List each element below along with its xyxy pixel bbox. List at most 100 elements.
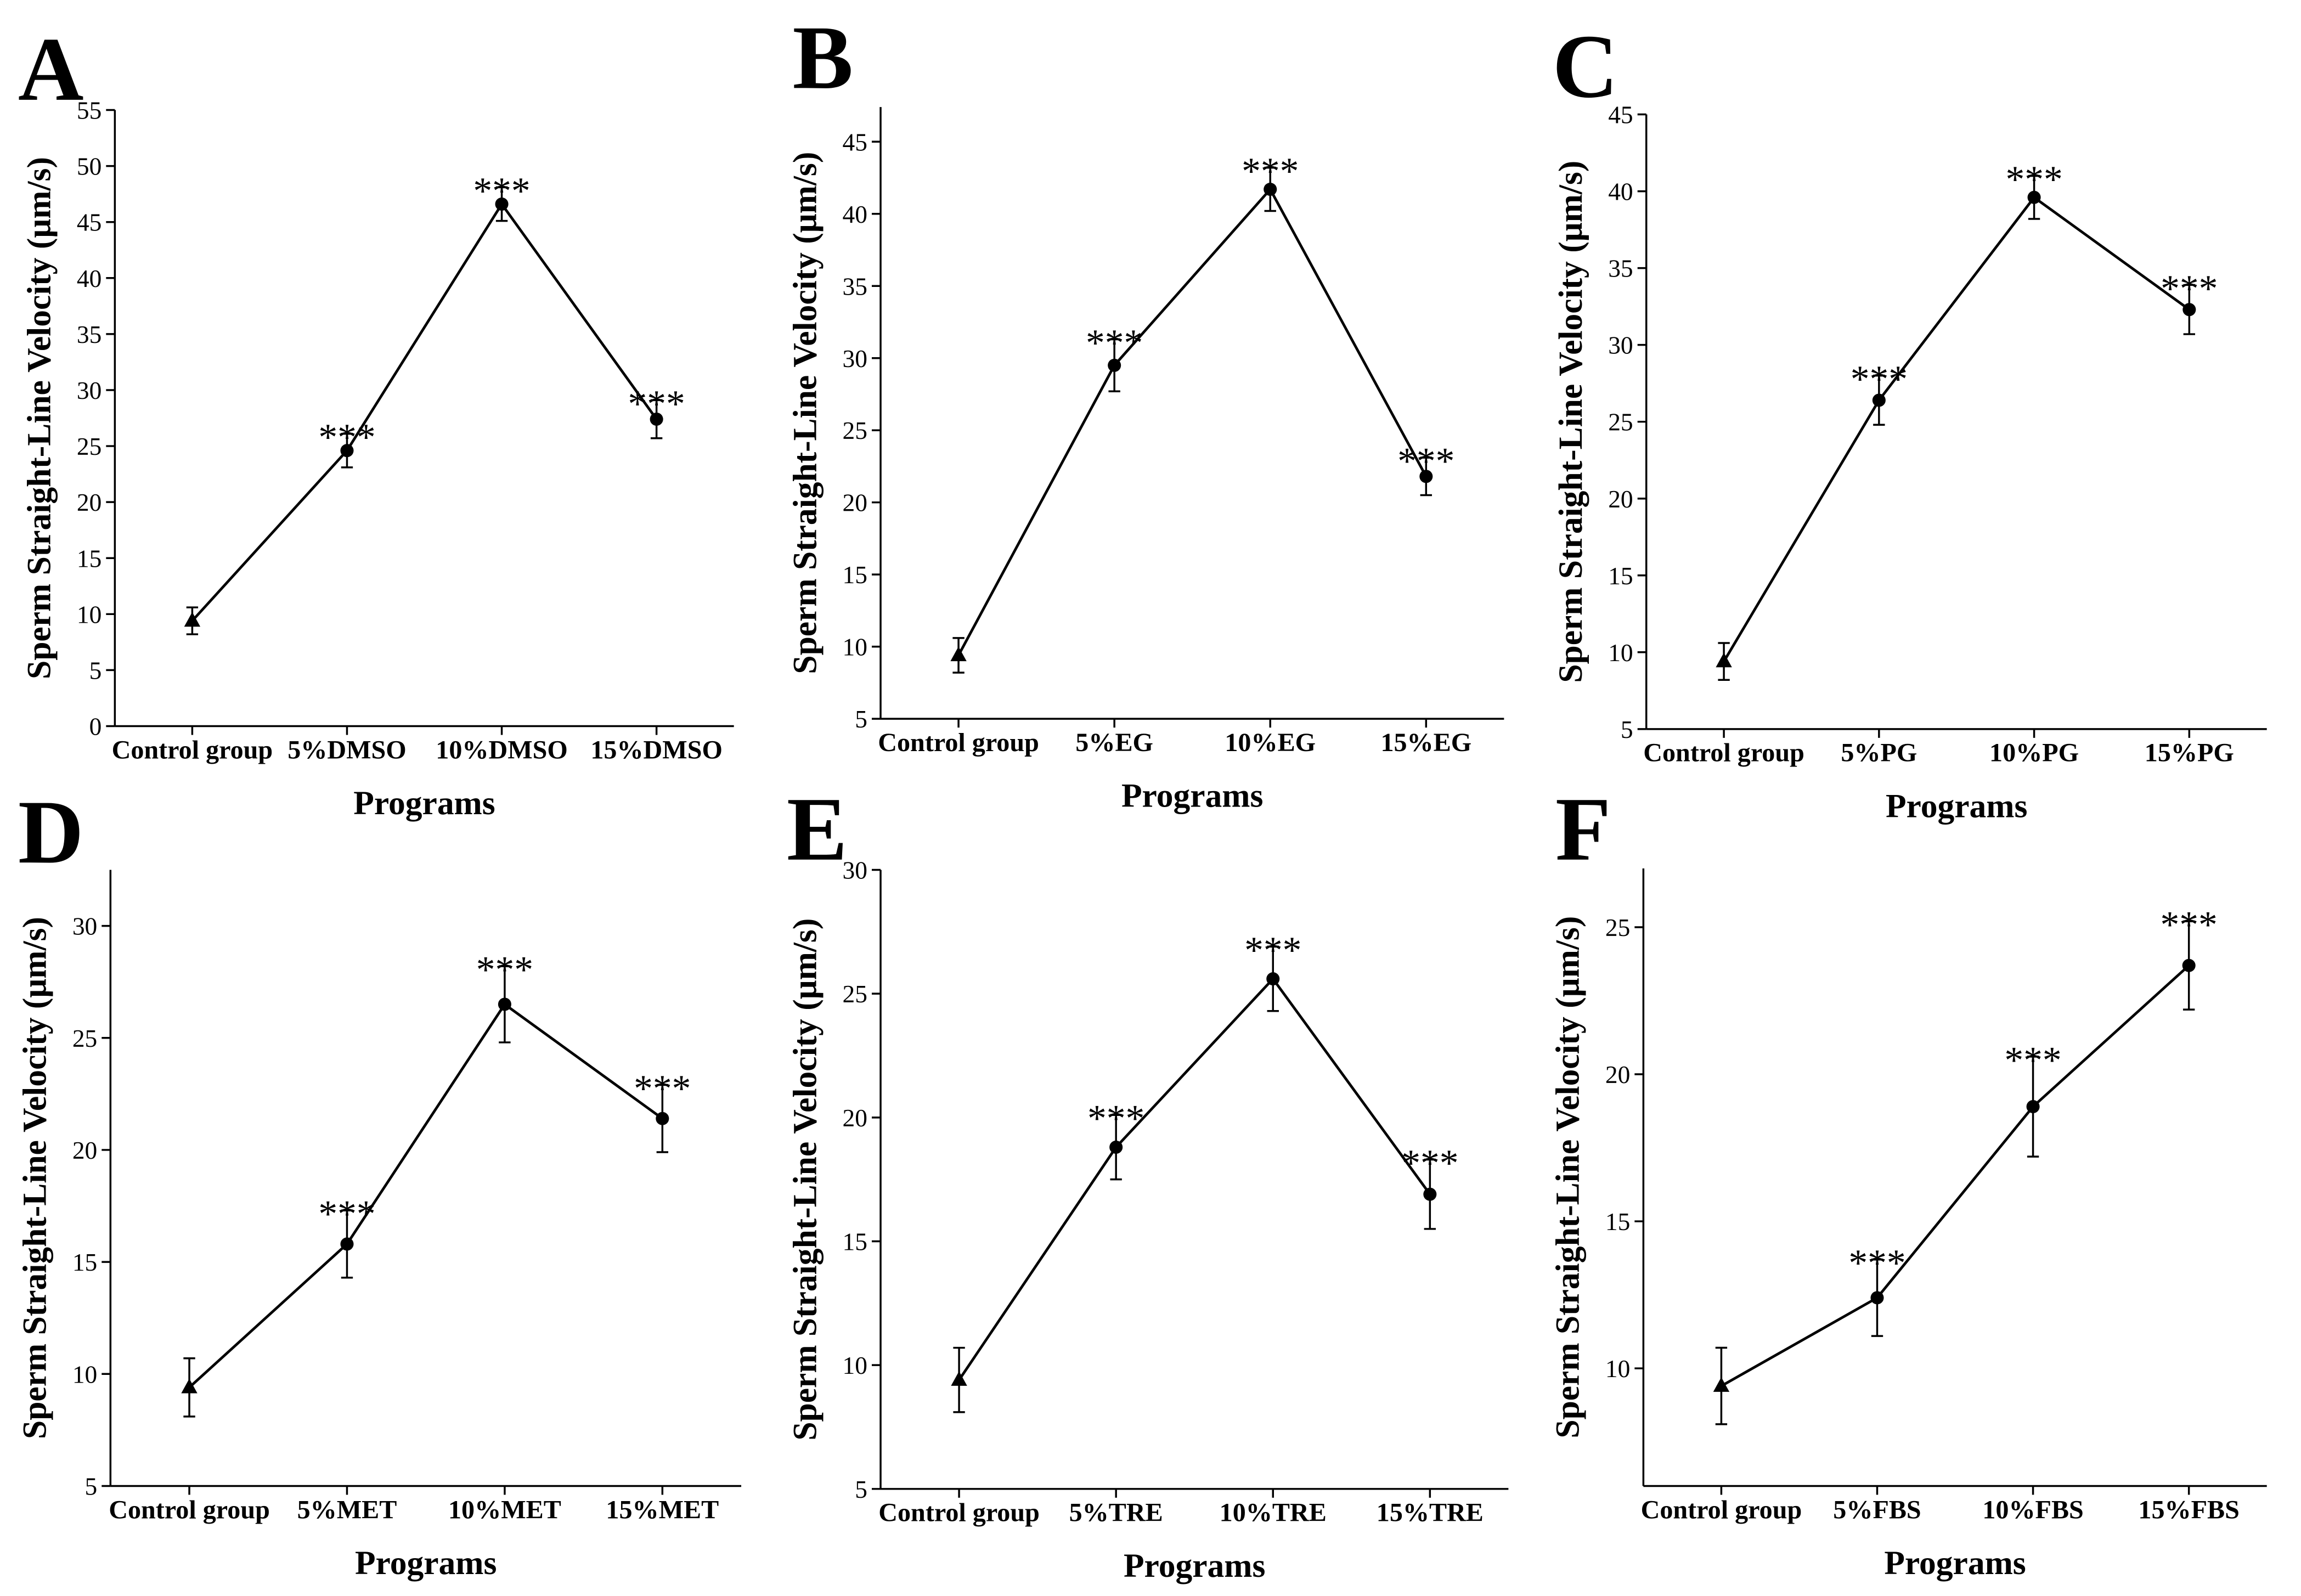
significance: *** (2161, 904, 2218, 946)
x-tick-label: Control group (878, 728, 1039, 757)
y-tick-label: 10 (1608, 639, 1633, 667)
x-axis-label: Programs (1121, 777, 1263, 815)
y-tick-label: 20 (843, 489, 867, 517)
y-tick-label: 45 (77, 208, 101, 236)
x-tick-label: Control group (109, 1495, 270, 1524)
x-tick-label: Control group (1643, 738, 1804, 768)
x-tick-label: 10%FBS (1982, 1495, 2083, 1524)
x-tick-label: 15%MET (606, 1495, 719, 1524)
significance: *** (318, 416, 375, 459)
x-tick-label: 10%PG (1989, 738, 2079, 768)
marker (1419, 470, 1433, 483)
x-tick-label: 10%MET (448, 1495, 561, 1524)
marker (1423, 1187, 1437, 1201)
significance: *** (1397, 441, 1454, 483)
y-tick-label: 20 (843, 1104, 867, 1132)
y-tick-label: 15 (72, 1248, 97, 1276)
y-tick-label: 30 (843, 345, 867, 373)
y-tick-label: 40 (77, 264, 101, 292)
y-tick-label: 10 (843, 633, 867, 661)
y-tick-label: 5 (855, 705, 867, 733)
y-tick-label: 35 (77, 320, 101, 348)
y-tick-label: 10 (843, 1351, 867, 1379)
y-tick-label: 25 (843, 980, 867, 1008)
marker (1713, 1377, 1730, 1392)
marker (951, 1371, 967, 1386)
x-tick-label: 15%EG (1380, 728, 1471, 757)
marker (2027, 190, 2041, 204)
panel-label: A (18, 19, 84, 120)
y-tick-label: 20 (1605, 1061, 1630, 1089)
y-tick-label: 20 (72, 1136, 97, 1164)
marker (1716, 652, 1732, 668)
x-tick-label: 15%DMSO (590, 735, 723, 764)
panel-label: B (793, 7, 854, 108)
marker (2026, 1099, 2040, 1114)
marker (650, 413, 663, 426)
marker (2182, 303, 2196, 317)
x-axis-label: Programs (353, 785, 495, 822)
y-axis-label: Sperm Straight-Line Velocity (μm/s) (1549, 916, 1587, 1439)
significance: *** (1401, 1142, 1458, 1185)
data-line (188, 1002, 663, 1389)
panel-label: C (1553, 15, 1618, 116)
marker (1108, 358, 1121, 372)
x-tick-label: 15%FBS (2138, 1495, 2239, 1524)
x-axis-label: Programs (1884, 1544, 2026, 1582)
y-tick-label: 30 (77, 376, 101, 404)
panel-label: E (787, 779, 848, 879)
data-line (1723, 195, 2190, 662)
y-tick-label: 25 (1608, 408, 1633, 436)
marker (1264, 183, 1277, 196)
significance: *** (1244, 929, 1301, 972)
y-tick-label: 25 (77, 432, 101, 460)
y-tick-label: 35 (1608, 255, 1633, 283)
x-tick-label: Control group (1641, 1495, 1802, 1524)
y-tick-label: 25 (843, 416, 867, 444)
y-tick-label: 40 (1608, 178, 1633, 206)
y-tick-label: 20 (77, 488, 101, 516)
marker (340, 1237, 354, 1251)
x-tick-label: 15%TRE (1377, 1498, 1484, 1527)
y-tick-label: 25 (72, 1024, 97, 1052)
data-line (1721, 964, 2190, 1388)
marker (1870, 1291, 1884, 1305)
x-tick-label: 5%MET (297, 1495, 397, 1524)
x-tick-label: 5%FBS (1833, 1495, 1921, 1524)
y-axis-label: Sperm Straight-Line Velocity (μm/s) (786, 918, 824, 1441)
x-tick-label: 10%DMSO (436, 735, 568, 764)
y-tick-label: 15 (843, 1228, 867, 1256)
marker (1266, 972, 1280, 986)
y-tick-label: 15 (1605, 1208, 1630, 1236)
significance: *** (628, 383, 685, 425)
x-tick-label: 5%DMSO (287, 735, 407, 764)
y-tick-label: 5 (1621, 715, 1633, 743)
significance: *** (634, 1068, 691, 1110)
y-axis-label: Sperm Straight-Line Velocity (μm/s) (786, 152, 824, 674)
significance: *** (476, 949, 533, 991)
y-tick-label: 15 (77, 544, 101, 572)
y-tick-label: 50 (77, 153, 101, 181)
x-tick-label: 5%PG (1841, 738, 1917, 768)
x-axis-label: Programs (355, 1544, 497, 1582)
x-tick-label: 10%EG (1225, 728, 1316, 757)
significance: *** (2005, 159, 2062, 201)
significance: *** (1242, 150, 1299, 193)
marker (656, 1112, 669, 1125)
x-tick-label: 10%TRE (1220, 1498, 1327, 1527)
y-tick-label: 10 (72, 1360, 97, 1388)
x-tick-label: 15%PG (2145, 738, 2234, 768)
x-tick-label: 5%TRE (1069, 1498, 1163, 1527)
y-tick-label: 20 (1608, 485, 1633, 513)
y-tick-label: 15 (1608, 562, 1633, 590)
y-axis-label: Sperm Straight-Line Velocity (μm/s) (16, 917, 54, 1439)
significance: *** (1851, 358, 1908, 401)
data-line (957, 187, 1428, 656)
marker (495, 198, 509, 211)
y-axis-label: Sperm Straight-Line Velocity (μm/s) (1552, 161, 1589, 683)
marker (340, 444, 354, 458)
y-tick-label: 55 (77, 97, 101, 125)
significance: *** (1086, 322, 1143, 364)
